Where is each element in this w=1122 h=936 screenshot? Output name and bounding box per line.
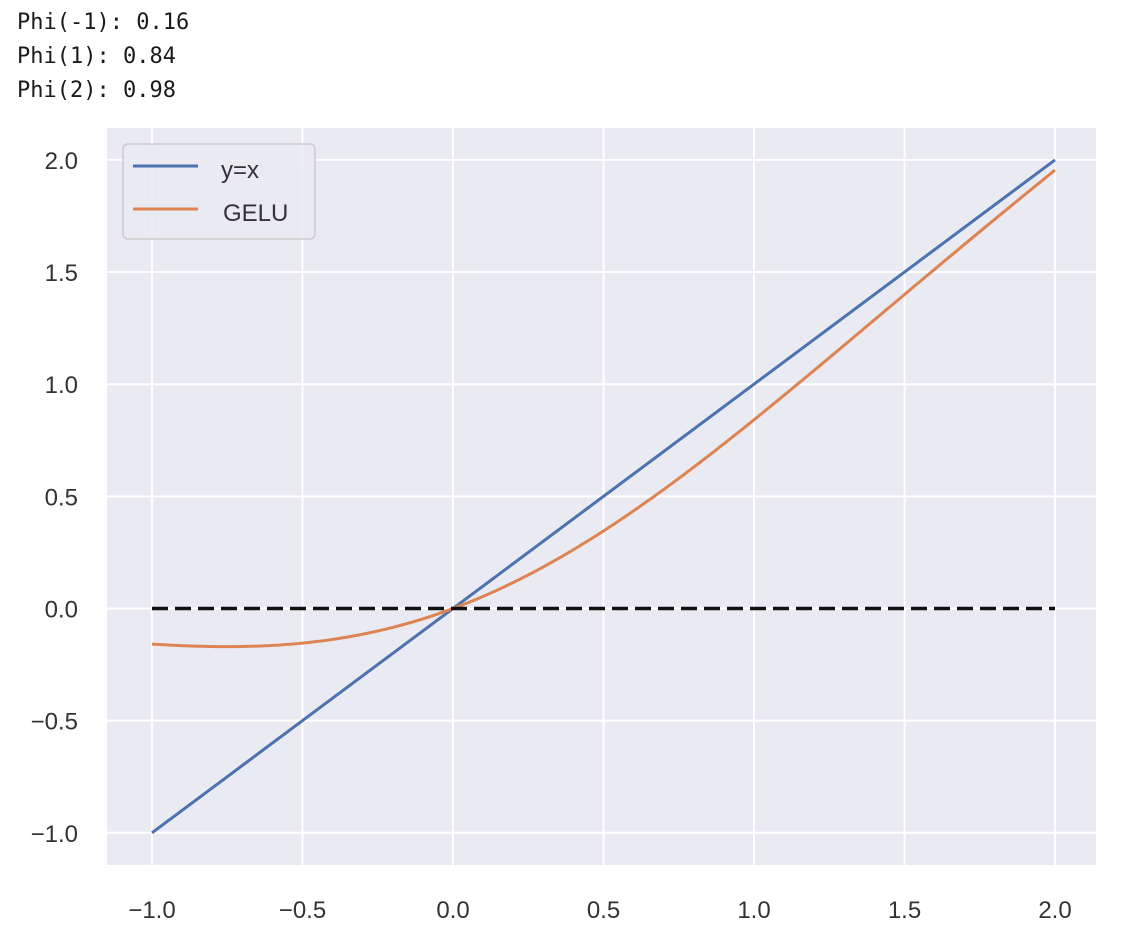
legend-label-yx: y=x (221, 157, 259, 184)
y-axis-ticks: 2.0 1.5 1.0 0.5 0.0 −0.5 −1.0 (31, 148, 78, 848)
series-gelu-line (151, 168, 1056, 649)
series-lines (151, 158, 1056, 835)
x-tick-label: 0.5 (587, 897, 620, 924)
output-line-phi-neg1: Phi(-1): 0.16 (17, 10, 190, 35)
x-tick-label: 1.0 (737, 897, 770, 924)
x-tick-label: 1.5 (888, 897, 921, 924)
output-line-phi-1: Phi(1): 0.84 (17, 44, 176, 69)
y-tick-label: −0.5 (31, 709, 78, 736)
output-line-phi-2: Phi(2): 0.98 (17, 78, 176, 103)
y-tick-label: 0.5 (45, 484, 78, 511)
y-tick-label: −1.0 (31, 821, 78, 848)
legend-label-gelu: GELU (223, 200, 288, 227)
y-tick-label: 2.0 (45, 148, 78, 175)
y-tick-label: 1.0 (45, 372, 78, 399)
cell-output: Phi(-1): 0.16 Phi(1): 0.84 Phi(2): 0.98 (17, 6, 189, 108)
y-tick-label: 1.5 (45, 260, 78, 287)
x-tick-label: 2.0 (1038, 897, 1071, 924)
x-tick-label: −1.0 (128, 897, 175, 924)
x-axis-ticks: −1.0 −0.5 0.0 0.5 1.0 1.5 2.0 (128, 897, 1071, 924)
series-yx-line (151, 158, 1056, 835)
y-tick-label: 0.0 (45, 597, 78, 624)
x-tick-label: 0.0 (436, 897, 469, 924)
legend: y=x GELU (122, 143, 316, 240)
legend-box (122, 143, 316, 240)
x-tick-label: −0.5 (279, 897, 326, 924)
